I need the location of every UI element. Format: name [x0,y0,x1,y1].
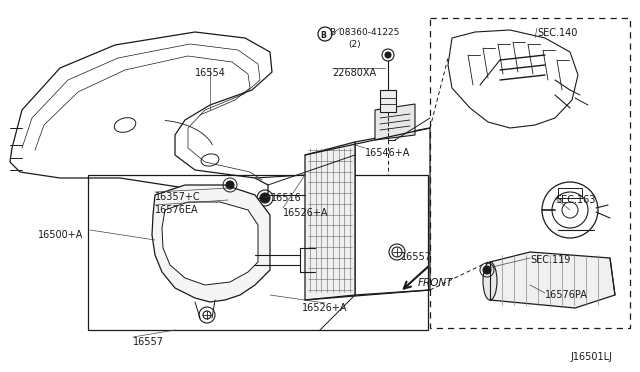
Text: 16526+A: 16526+A [302,303,348,313]
Text: 16546+A: 16546+A [365,148,410,158]
Text: J16501LJ: J16501LJ [570,352,612,362]
Text: SEC.163: SEC.163 [555,195,595,205]
Text: (2): (2) [348,40,360,49]
Text: SEC.140: SEC.140 [537,28,577,38]
Polygon shape [490,252,615,308]
Polygon shape [305,142,355,300]
Text: 16576PA: 16576PA [545,290,588,300]
Text: 16357+C: 16357+C [155,192,200,202]
Text: B 08360-41225: B 08360-41225 [330,28,399,37]
Text: 16500+A: 16500+A [38,230,83,240]
Text: 16526+A: 16526+A [283,208,328,218]
Circle shape [385,52,391,58]
Bar [380,90,396,112]
Text: 16576EA: 16576EA [155,205,198,215]
Text: 22680XA: 22680XA [332,68,376,78]
Polygon shape [162,202,258,285]
Circle shape [226,181,234,189]
Text: SEC.119: SEC.119 [530,255,570,265]
Text: 16557: 16557 [401,252,432,262]
Text: 16554: 16554 [195,68,226,78]
Text: 16557: 16557 [133,337,164,347]
Ellipse shape [483,262,497,300]
Polygon shape [375,104,415,140]
Text: FRONT: FRONT [418,278,454,288]
Bar [558,188,582,198]
Text: B: B [320,31,326,39]
Polygon shape [152,185,270,302]
Circle shape [483,266,491,274]
Bar [88,175,428,330]
Text: 16516: 16516 [271,193,301,203]
Bar [430,18,630,328]
Circle shape [260,193,270,203]
